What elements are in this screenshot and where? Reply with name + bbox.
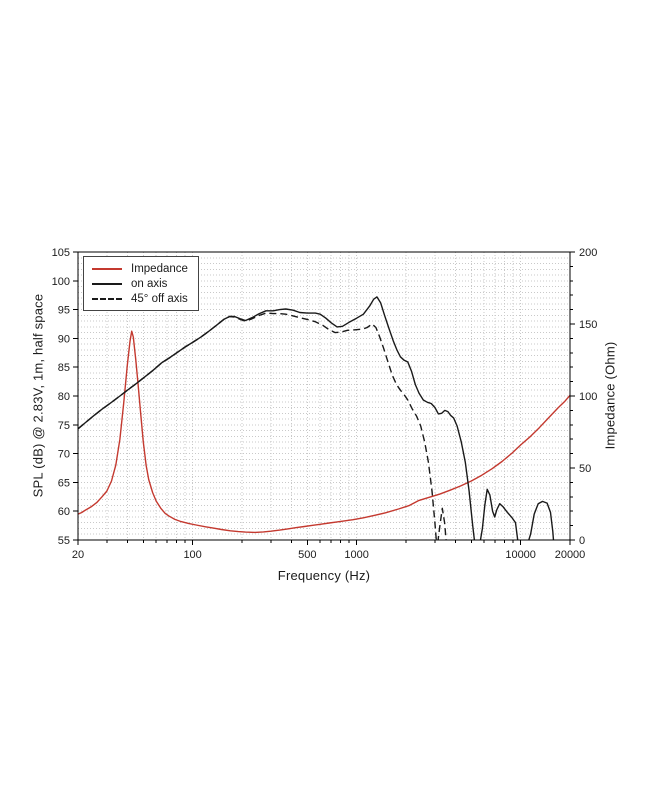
svg-text:65: 65 [58,477,70,489]
legend-label: on axis [131,277,168,290]
legend-label: 45° off axis [131,292,188,305]
impedance-axis-title: Impedance (Ohm) [602,341,618,450]
svg-text:100: 100 [52,276,70,288]
axes [73,251,575,545]
svg-text:0: 0 [579,535,585,547]
svg-text:105: 105 [52,247,70,259]
svg-text:200: 200 [579,247,597,259]
legend-line-sample-solid [92,267,122,270]
svg-text:95: 95 [58,305,70,317]
svg-text:85: 85 [58,362,70,374]
svg-text:50: 50 [579,463,591,475]
svg-text:60: 60 [58,506,70,518]
frequency-axis-title: Frequency (Hz) [277,568,371,583]
svg-text:100: 100 [579,391,597,403]
svg-text:70: 70 [58,449,70,461]
svg-text:20: 20 [72,549,84,561]
legend-label: Impedance [131,262,188,275]
legend-item: on axis [92,276,188,291]
svg-text:1000: 1000 [344,549,368,561]
svg-text:20000: 20000 [555,549,586,561]
tick-labels: 20 100 500 1000 10000 20000556065707580859095… [52,247,598,561]
svg-text:75: 75 [58,420,70,432]
legend-item: 45° off axis [92,291,188,306]
svg-text:90: 90 [58,333,70,345]
svg-text:55: 55 [58,535,70,547]
svg-text:100: 100 [183,549,201,561]
svg-text:80: 80 [58,391,70,403]
legend-line-sample-solid [92,282,122,285]
spl-axis-title: SPL (dB) @ 2.83V, 1m, half space [30,293,46,498]
data-series [78,296,570,540]
legend: Impedance on axis 45° off axis [83,256,199,311]
svg-text:10000: 10000 [505,549,536,561]
svg-text:500: 500 [298,549,316,561]
svg-text:150: 150 [579,319,597,331]
legend-item: Impedance [92,261,188,276]
legend-line-sample-dashed [92,297,122,300]
